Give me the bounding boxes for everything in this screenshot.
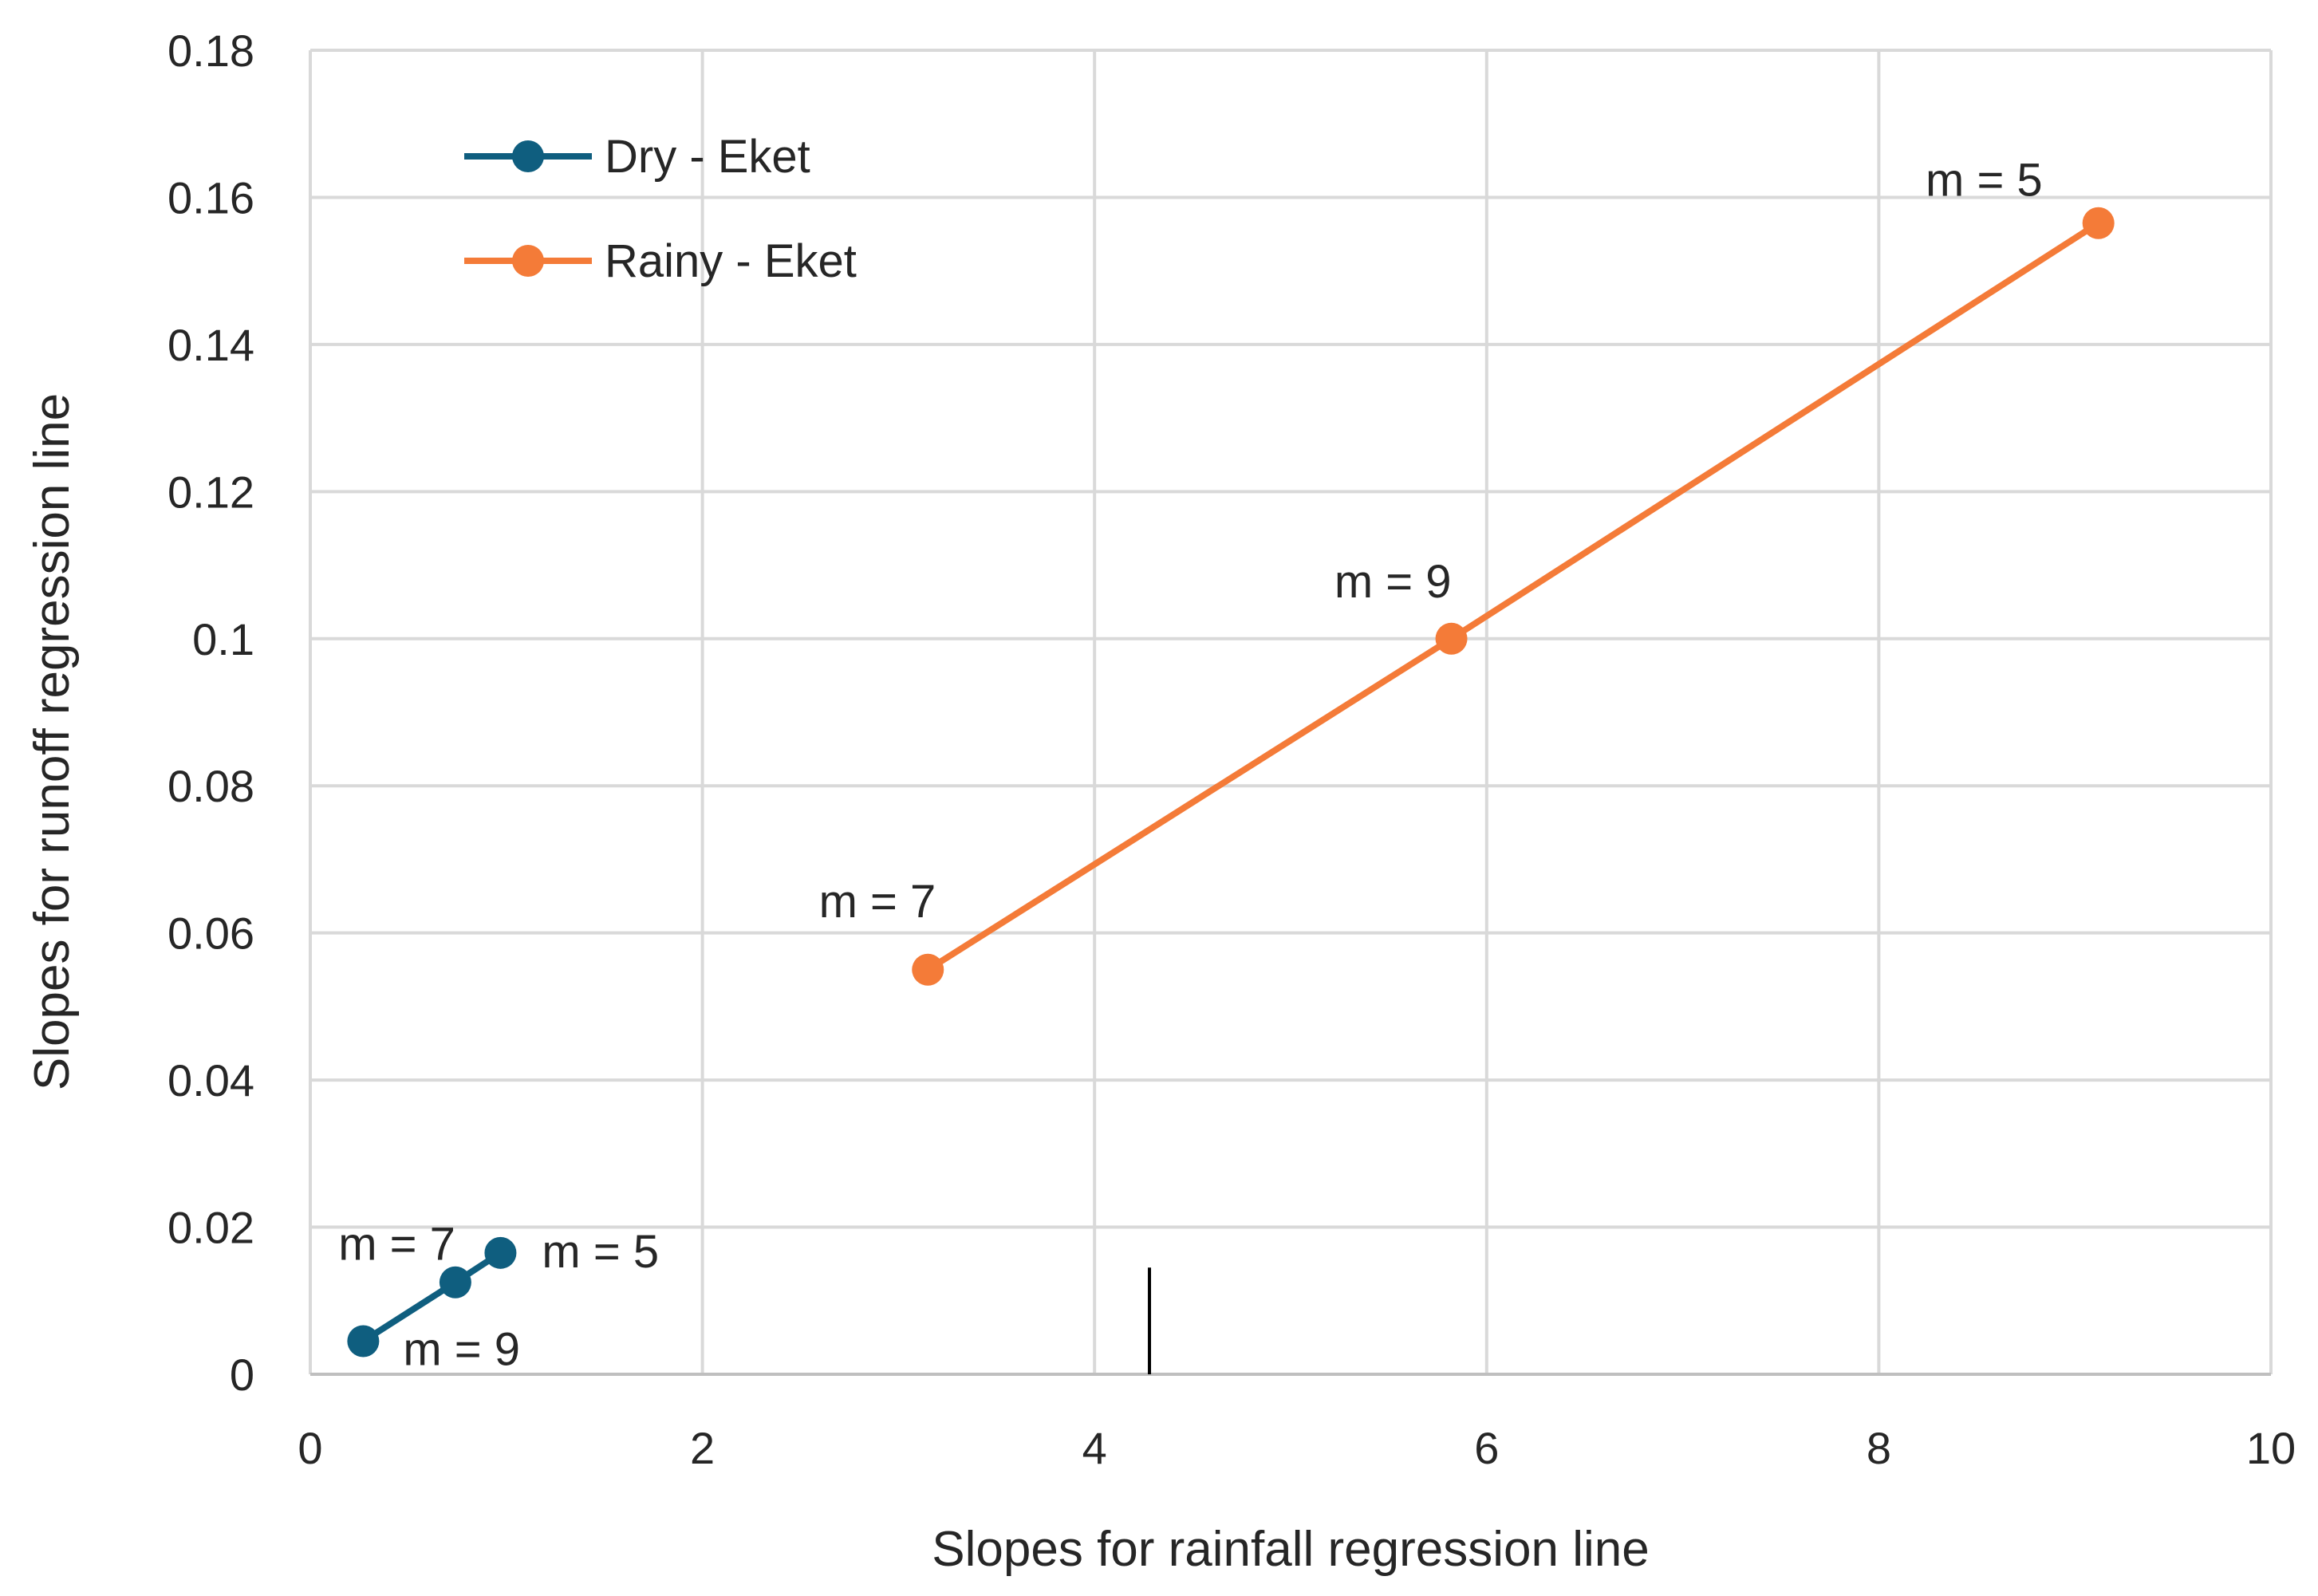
legend-entry: Rainy - Eket <box>464 235 857 287</box>
point-labels: m = 9 m = 7 m = 5 m = 7 m = 9 m = 5 <box>338 155 2042 1376</box>
y-tick-label: 0.02 <box>168 1203 254 1253</box>
grid-lines <box>309 49 2273 1376</box>
data-label: m = 7 <box>819 876 936 928</box>
y-tick-label: 0.14 <box>168 320 254 370</box>
x-tick-label: 8 <box>1867 1423 1891 1473</box>
y-tick-label: 0.18 <box>168 26 254 76</box>
legend-marker <box>512 140 544 172</box>
data-label: m = 5 <box>1926 155 2043 207</box>
legend: Dry - Eket Rainy - Eket <box>464 131 857 287</box>
x-tick-label: 4 <box>1082 1423 1107 1473</box>
y-axis-title: Slopes for runoff regression line <box>25 393 80 1090</box>
data-point <box>439 1266 471 1298</box>
y-tick-label: 0 <box>230 1350 254 1400</box>
legend-label: Dry - Eket <box>605 131 810 183</box>
y-tick-label: 0.08 <box>168 761 254 811</box>
series-rainy-eket <box>912 207 2115 986</box>
data-point <box>912 953 944 986</box>
data-label: m = 5 <box>542 1226 659 1278</box>
legend-entry: Dry - Eket <box>464 131 810 183</box>
y-tick-label: 0.06 <box>168 908 254 959</box>
data-point <box>347 1325 380 1358</box>
x-axis-title: Slopes for rainfall regression line <box>932 1522 1649 1577</box>
x-tick-label: 0 <box>298 1423 322 1473</box>
data-point <box>1435 622 1468 655</box>
series-dry-eket <box>347 1236 517 1358</box>
y-tick-label: 0.04 <box>168 1055 254 1105</box>
data-label: m = 9 <box>403 1324 520 1376</box>
legend-marker <box>512 245 544 277</box>
x-tick-label: 2 <box>690 1423 715 1473</box>
plot-area <box>310 50 2271 1374</box>
data-point <box>484 1236 517 1269</box>
legend-label: Rainy - Eket <box>605 235 857 287</box>
data-label: m = 9 <box>1334 556 1452 608</box>
data-label: m = 7 <box>338 1219 455 1271</box>
data-point <box>2082 207 2115 239</box>
tick-labels: 0 0.02 0.04 0.06 0.08 0.1 0.12 0.14 0.16 0.18 0 2 4 6… <box>168 26 2296 1473</box>
x-tick-label: 6 <box>1474 1423 1499 1473</box>
y-tick-label: 0.16 <box>168 172 254 223</box>
series <box>347 207 2115 1358</box>
y-tick-label: 0.1 <box>192 614 254 664</box>
y-tick-label: 0.12 <box>168 467 254 517</box>
x-tick-label: 10 <box>2246 1423 2296 1473</box>
